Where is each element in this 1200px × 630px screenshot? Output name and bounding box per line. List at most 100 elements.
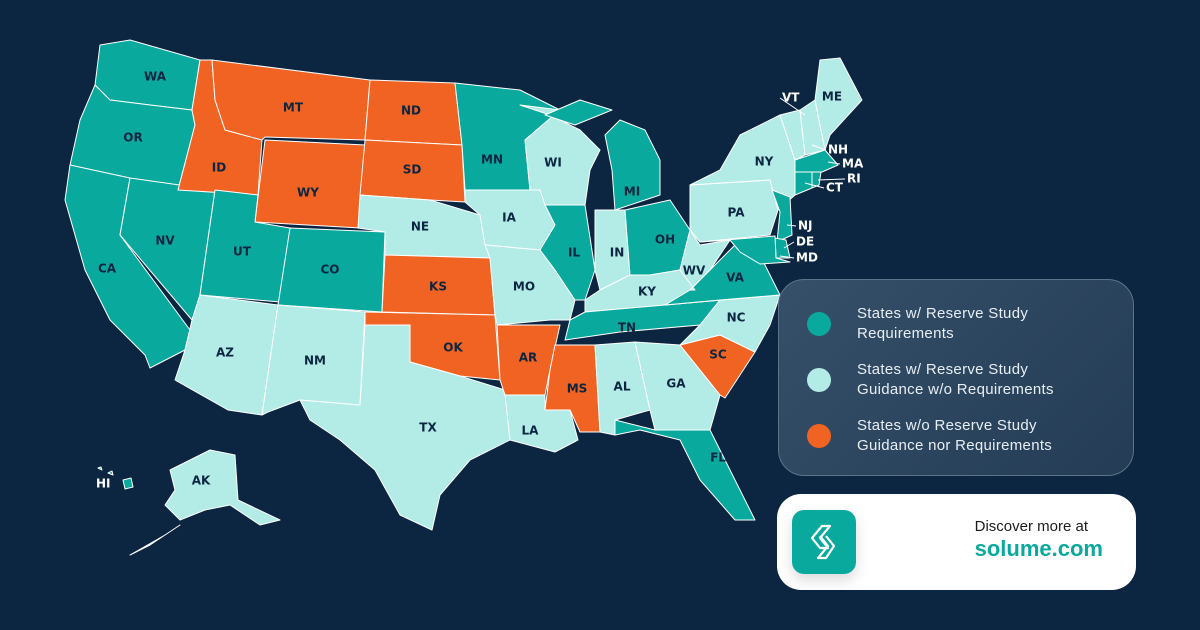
state-label-oh: OH <box>655 233 675 247</box>
leader-line <box>786 224 797 227</box>
state-label-ar: AR <box>519 351 538 365</box>
state-label-al: AL <box>614 380 631 394</box>
solume-logo-icon <box>792 510 856 574</box>
state-shape <box>539 204 596 301</box>
state-label-wi: WI <box>544 156 562 170</box>
state-shape <box>359 139 466 203</box>
state-label-nd: ND <box>401 104 421 118</box>
leader-line <box>779 97 806 116</box>
leader-line <box>811 144 827 151</box>
state-label-ks: KS <box>429 280 447 294</box>
state-nj <box>771 189 793 243</box>
state-ma <box>794 149 839 173</box>
state-label-nh: NH <box>828 143 848 157</box>
state-label-ut: UT <box>233 245 252 259</box>
legend-dot-requirements <box>807 312 831 336</box>
state-label-id: ID <box>212 161 226 175</box>
state-label-la: LA <box>522 424 540 438</box>
state-label-nm: NM <box>304 354 326 368</box>
state-label-pa: PA <box>728 206 746 220</box>
state-shape <box>107 470 114 476</box>
state-label-ms: MS <box>567 382 588 396</box>
legend-item-none: States w/o Reserve Study Guidance nor Re… <box>807 416 1097 456</box>
state-il <box>539 204 596 301</box>
cta-link[interactable]: solume.com <box>974 536 1103 561</box>
state-shape <box>814 57 863 151</box>
state-shape <box>794 171 813 196</box>
state-shape <box>97 466 103 471</box>
state-nc <box>664 294 781 353</box>
state-label-in: IN <box>610 246 625 260</box>
state-label-mn: MN <box>481 153 503 167</box>
state-sd <box>359 139 466 203</box>
state-label-ga: GA <box>666 377 686 391</box>
cta-card[interactable]: Discover more at solume.com <box>777 494 1136 590</box>
state-label-or: OR <box>123 131 142 145</box>
state-label-il: IL <box>568 246 580 260</box>
state-shape <box>774 237 791 259</box>
state-label-hi: HI <box>96 477 111 491</box>
legend-label: States w/ Reserve Study Requirements <box>857 305 1029 342</box>
leader-line <box>783 241 795 249</box>
state-label-ky: KY <box>638 285 656 299</box>
state-shape <box>254 139 366 229</box>
state-label-ne: NE <box>411 220 429 234</box>
state-label-ca: CA <box>98 262 117 276</box>
state-shape <box>811 171 822 189</box>
state-tx <box>299 324 511 531</box>
state-label-vt: VT <box>782 91 800 105</box>
legend-label: States w/o Reserve Study Guidance nor Re… <box>857 417 1053 454</box>
state-label-nj: NJ <box>798 219 813 233</box>
legend: States w/ Reserve Study Requirements Sta… <box>778 279 1134 476</box>
state-label-ak: AK <box>192 474 211 488</box>
state-shape <box>604 119 661 211</box>
state-ak <box>129 449 281 556</box>
state-label-de: DE <box>796 235 814 249</box>
state-de <box>774 237 791 259</box>
legend-label: States w/ Reserve Study Guidance w/o Req… <box>857 361 1054 398</box>
state-shape <box>122 477 134 490</box>
state-label-ok: OK <box>443 341 463 355</box>
state-label-wa: WA <box>144 70 167 84</box>
state-ri <box>811 171 822 189</box>
leader-line <box>804 182 825 189</box>
legend-item-requirements: States w/ Reserve Study Requirements <box>807 304 1097 344</box>
state-label-md: MD <box>796 251 818 265</box>
state-wy <box>254 139 366 229</box>
leader-line <box>779 255 795 259</box>
state-label-mo: MO <box>513 280 535 294</box>
state-shape <box>164 449 281 526</box>
state-label-co: CO <box>320 263 339 277</box>
leader-line <box>827 161 841 165</box>
leader-line <box>817 178 846 181</box>
state-shape <box>614 419 756 521</box>
state-label-nc: NC <box>727 311 746 325</box>
state-shape <box>299 324 511 531</box>
state-label-tn: TN <box>618 321 636 335</box>
state-label-mt: MT <box>283 101 304 115</box>
state-label-ma: MA <box>842 157 864 171</box>
state-label-ri: RI <box>847 172 861 186</box>
state-ct <box>794 171 813 196</box>
state-hi <box>97 466 134 490</box>
state-label-nv: NV <box>155 234 175 248</box>
state-label-sc: SC <box>709 348 727 362</box>
state-la <box>504 394 579 453</box>
state-shape <box>794 149 839 173</box>
legend-dot-guidance <box>807 368 831 392</box>
state-shape <box>664 294 781 353</box>
state-label-wy: WY <box>297 186 319 200</box>
legend-item-guidance: States w/ Reserve Study Guidance w/o Req… <box>807 360 1097 400</box>
state-shape <box>544 99 613 126</box>
state-shape <box>771 189 793 243</box>
cta-text: Discover more at <box>974 518 1088 535</box>
state-shape <box>699 235 791 265</box>
state-label-ct: CT <box>826 181 844 195</box>
state-label-mi: MI <box>624 185 640 199</box>
state-label-fl: FL <box>710 451 726 465</box>
state-label-wv: WV <box>683 264 706 278</box>
state-mi <box>544 99 661 211</box>
state-md <box>699 235 791 265</box>
state-label-ia: IA <box>502 211 516 225</box>
